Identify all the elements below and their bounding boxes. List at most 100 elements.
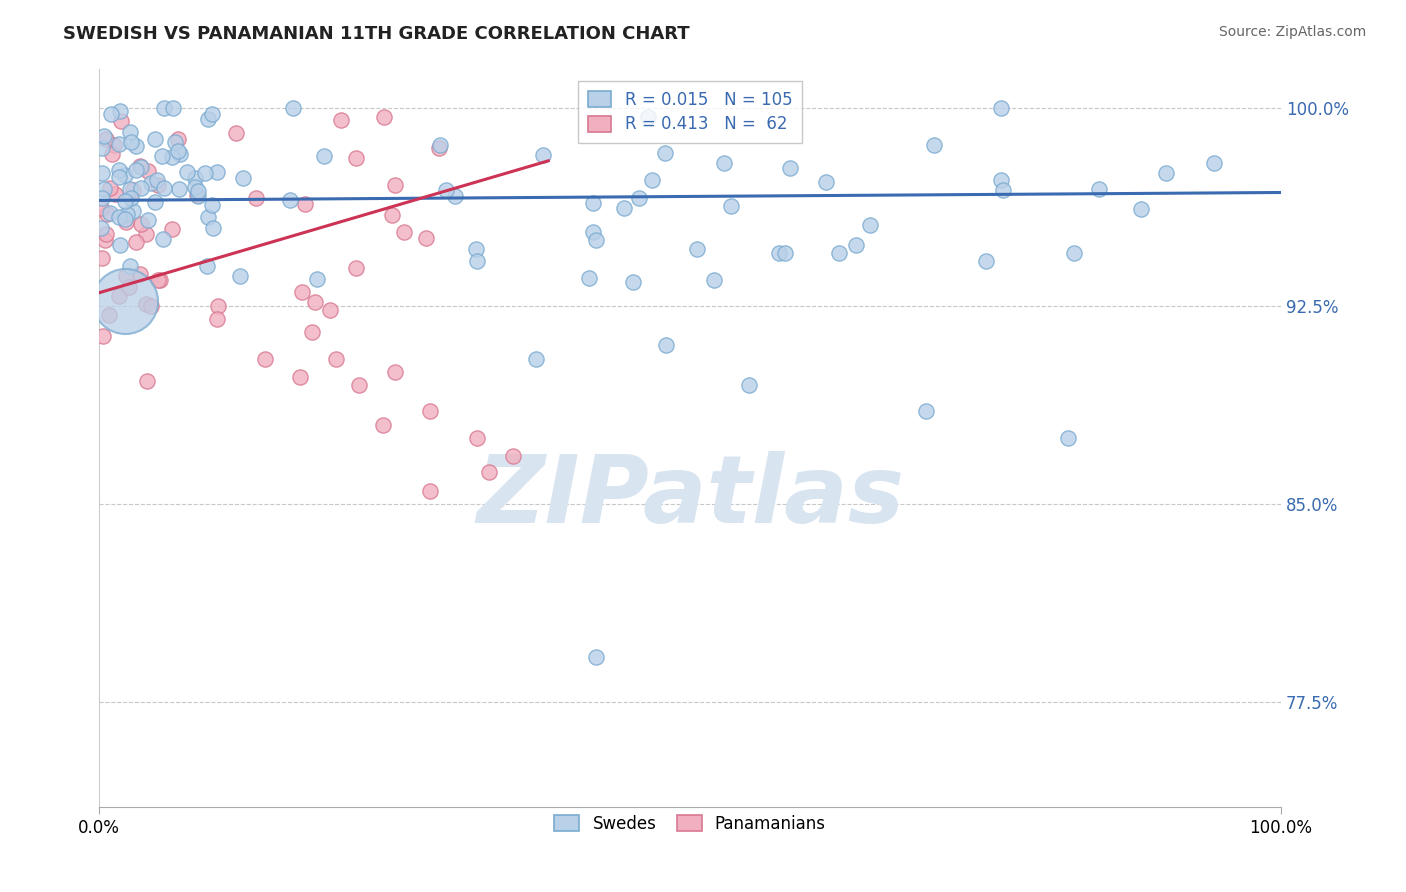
Point	[478, 465, 501, 479]
Point	[654, 145, 676, 160]
Point	[621, 275, 644, 289]
Point	[149, 273, 172, 287]
Point	[115, 206, 138, 220]
Point	[143, 194, 166, 209]
Point	[129, 267, 152, 281]
Point	[129, 181, 152, 195]
Point	[143, 132, 166, 146]
Point	[101, 146, 124, 161]
Point	[139, 299, 162, 313]
Point	[314, 148, 336, 162]
Point	[207, 299, 229, 313]
Point	[125, 235, 148, 249]
Point	[1130, 202, 1153, 216]
Point	[98, 181, 121, 195]
Point	[278, 193, 301, 207]
Point	[225, 126, 247, 140]
Point	[100, 206, 122, 220]
Point	[779, 161, 801, 176]
Point	[90, 221, 112, 235]
Point	[245, 191, 267, 205]
Point	[990, 173, 1012, 187]
Point	[146, 178, 169, 192]
Point	[467, 254, 489, 268]
Point	[392, 225, 415, 239]
Point	[162, 222, 184, 236]
Point	[125, 138, 148, 153]
Point	[655, 338, 678, 352]
Point	[859, 218, 882, 232]
Point	[325, 351, 347, 366]
Point	[641, 173, 664, 187]
Point	[129, 160, 152, 174]
Point	[108, 103, 131, 118]
Point	[152, 232, 174, 246]
Point	[991, 183, 1014, 197]
Point	[585, 649, 607, 664]
Point	[100, 107, 122, 121]
Point	[346, 151, 368, 165]
Point	[167, 182, 190, 196]
Point	[467, 431, 489, 445]
Point	[304, 295, 326, 310]
Point	[582, 196, 605, 211]
Point	[703, 272, 725, 286]
Point	[201, 198, 224, 212]
Point	[96, 227, 118, 241]
Point	[184, 171, 207, 186]
Point	[531, 148, 554, 162]
Point	[637, 111, 659, 125]
Point	[197, 112, 219, 127]
Point	[184, 179, 207, 194]
Point	[291, 285, 314, 299]
Point	[152, 148, 174, 162]
Point	[115, 268, 138, 283]
Point	[91, 166, 114, 180]
Point	[107, 210, 129, 224]
Point	[110, 238, 132, 252]
Point	[104, 186, 127, 201]
Point	[118, 280, 141, 294]
Point	[319, 302, 342, 317]
Point	[187, 189, 209, 203]
Point	[138, 164, 160, 178]
Point	[814, 175, 837, 189]
Point	[96, 207, 118, 221]
Point	[186, 188, 208, 202]
Point	[582, 225, 605, 239]
Point	[427, 141, 450, 155]
Point	[347, 378, 370, 392]
Point	[974, 254, 997, 268]
Point	[194, 166, 217, 180]
Point	[773, 246, 796, 260]
Point	[419, 404, 441, 418]
Point	[464, 242, 486, 256]
Point	[827, 246, 849, 260]
Point	[429, 137, 451, 152]
Point	[502, 449, 524, 463]
Point	[110, 114, 132, 128]
Point	[91, 190, 114, 204]
Text: SWEDISH VS PANAMANIAN 11TH GRADE CORRELATION CHART: SWEDISH VS PANAMANIAN 11TH GRADE CORRELA…	[63, 25, 690, 43]
Point	[135, 374, 157, 388]
Point	[526, 351, 548, 366]
Point	[207, 312, 229, 326]
Point	[115, 215, 138, 229]
Point	[114, 194, 136, 208]
Point	[108, 289, 131, 303]
Point	[163, 136, 186, 150]
Point	[120, 191, 142, 205]
Point	[205, 165, 228, 179]
Point	[129, 159, 152, 173]
Point	[141, 176, 163, 190]
Point	[167, 132, 190, 146]
Point	[152, 101, 174, 115]
Point	[108, 163, 131, 178]
Point	[98, 308, 121, 322]
Point	[131, 217, 153, 231]
Point	[146, 173, 169, 187]
Point	[924, 138, 946, 153]
Point	[176, 164, 198, 178]
Point	[169, 147, 191, 161]
Point	[201, 107, 224, 121]
